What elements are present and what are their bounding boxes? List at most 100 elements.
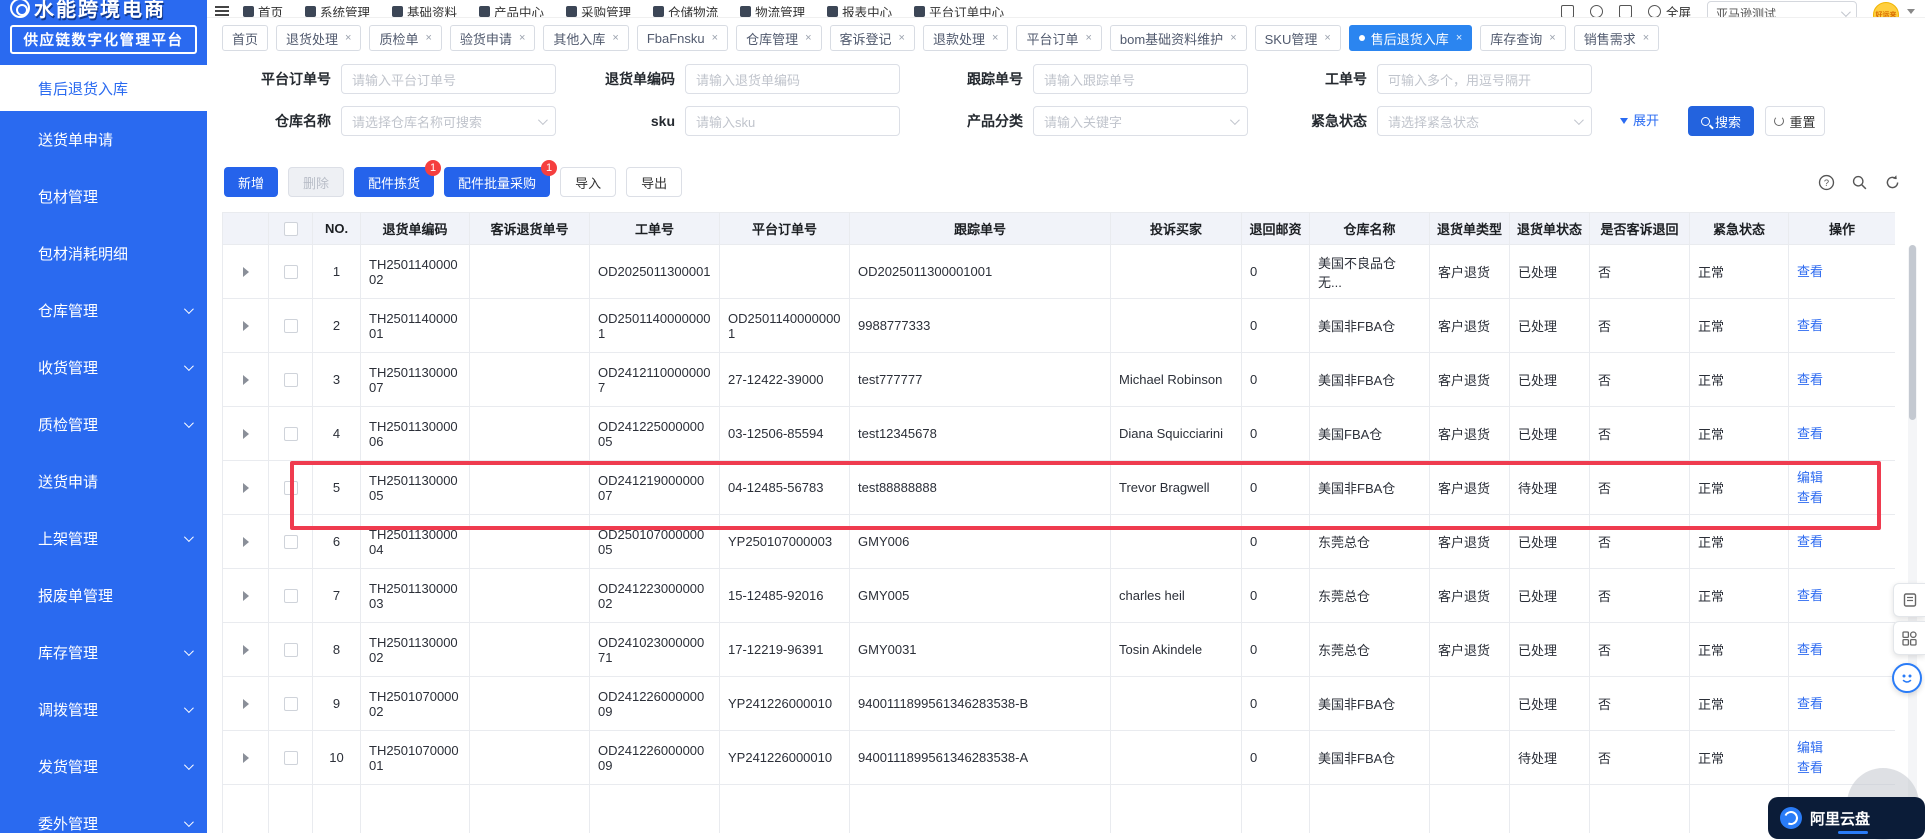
topbar-menu-item[interactable]: 平台订单中心: [914, 2, 1004, 17]
tab-SKU管理[interactable]: SKU管理 ×: [1254, 25, 1341, 51]
tab-bom基础资料维护[interactable]: bom基础资料维护 ×: [1109, 25, 1247, 51]
filter-input-跟踪单号[interactable]: 请输入跟踪单号: [1033, 64, 1248, 94]
tab-售后退货入库[interactable]: 售后退货入库 ×: [1348, 25, 1473, 51]
tab-仓库管理[interactable]: 仓库管理 ×: [736, 25, 822, 51]
edit-link[interactable]: 编辑: [1797, 739, 1824, 755]
filter-select-紧急状态[interactable]: 请选择紧急状态: [1377, 106, 1592, 136]
tab-验货申请[interactable]: 验货申请 ×: [449, 25, 536, 51]
配件拣货-button[interactable]: 配件拣货 1: [354, 160, 442, 197]
sidebar-item-仓库管理[interactable]: 仓库管理: [0, 282, 207, 339]
topbar-menu-item[interactable]: 首页: [243, 2, 283, 17]
tab-销售需求[interactable]: 销售需求 ×: [1573, 25, 1660, 51]
sidebar-item-质检管理[interactable]: 质检管理: [0, 396, 207, 453]
sidebar-item-报废单管理[interactable]: 报废单管理: [0, 567, 207, 624]
user-menu-caret-icon[interactable]: [1907, 8, 1915, 14]
apps-float-button[interactable]: [1893, 621, 1925, 655]
view-link[interactable]: 查看: [1797, 695, 1824, 711]
topbar-menu-item[interactable]: 系统管理: [305, 2, 370, 17]
新增-button[interactable]: 新增: [224, 167, 279, 197]
row-checkbox[interactable]: [283, 696, 298, 711]
expand-row-icon[interactable]: [242, 266, 249, 277]
sidebar-item-包材消耗明细[interactable]: 包材消耗明细: [0, 225, 207, 282]
filter-input-退货单编码[interactable]: 请输入退货单编码: [685, 64, 900, 94]
tab-FbaFnsku[interactable]: FbaFnsku ×: [636, 25, 729, 51]
expand-row-icon[interactable]: [242, 644, 249, 655]
search-button[interactable]: 搜索: [1688, 106, 1754, 136]
filter-select-产品分类[interactable]: 请输入关键字: [1033, 106, 1248, 136]
tab-close-icon[interactable]: ×: [805, 32, 812, 44]
配件批量采购-button[interactable]: 配件批量采购 1: [444, 160, 558, 197]
menu-collapse-icon[interactable]: [215, 6, 229, 16]
expand-row-icon[interactable]: [242, 482, 249, 493]
avatar[interactable]: 好运来: [1873, 2, 1899, 17]
filter-input-sku[interactable]: 请输入sku: [685, 106, 900, 136]
notification-icon[interactable]: [1589, 4, 1603, 17]
expand-row-icon[interactable]: [242, 698, 249, 709]
tab-close-icon[interactable]: ×: [612, 32, 619, 44]
expand-filters-link[interactable]: 展开: [1620, 106, 1659, 136]
filter-select-仓库名称[interactable]: 请选择仓库名称可搜索: [341, 106, 556, 136]
row-checkbox[interactable]: [283, 588, 298, 603]
row-checkbox[interactable]: [283, 372, 298, 387]
tab-close-icon[interactable]: ×: [992, 32, 999, 44]
sidebar-item-调拨管理[interactable]: 调拨管理: [0, 681, 207, 738]
account-select[interactable]: 亚马逊测试: [1707, 1, 1857, 17]
expand-row-icon[interactable]: [242, 536, 249, 547]
tab-客诉登记[interactable]: 客诉登记 ×: [829, 25, 915, 51]
tab-首页[interactable]: 首页: [222, 25, 269, 51]
view-link[interactable]: 查看: [1797, 425, 1824, 441]
sidebar-item-收货管理[interactable]: 收货管理: [0, 339, 207, 396]
sidebar-item-发货管理[interactable]: 发货管理: [0, 738, 207, 795]
view-link[interactable]: 查看: [1797, 489, 1824, 505]
tab-close-icon[interactable]: ×: [1085, 32, 1092, 44]
row-checkbox[interactable]: [283, 426, 298, 441]
row-checkbox[interactable]: [283, 750, 298, 765]
topbar-menu-item[interactable]: 仓储物流: [653, 2, 718, 17]
help-icon[interactable]: ?: [1818, 174, 1835, 191]
tab-其他入库[interactable]: 其他入库 ×: [543, 25, 629, 51]
row-checkbox[interactable]: [283, 480, 298, 495]
sidebar-item-包材管理[interactable]: 包材管理: [0, 168, 207, 225]
filter-input-平台订单号[interactable]: 请输入平台订单号: [341, 64, 556, 94]
view-link[interactable]: 查看: [1797, 759, 1824, 775]
row-checkbox[interactable]: [283, 642, 298, 657]
refresh-icon[interactable]: [1884, 174, 1901, 191]
fullscreen-icon[interactable]: [1647, 4, 1661, 17]
topbar-menu-item[interactable]: 产品中心: [479, 2, 544, 17]
导入-button[interactable]: 导入: [560, 167, 617, 197]
zoom-icon[interactable]: [1851, 174, 1868, 191]
tab-close-icon[interactable]: ×: [1549, 32, 1556, 44]
sidebar-item-送货申请[interactable]: 送货申请: [0, 453, 207, 510]
导出-button[interactable]: 导出: [626, 167, 683, 197]
tab-退款处理[interactable]: 退款处理 ×: [922, 25, 1009, 51]
tab-库存查询[interactable]: 库存查询 ×: [1480, 25, 1566, 51]
tab-close-icon[interactable]: ×: [1324, 32, 1331, 44]
topbar-menu-item[interactable]: 采购管理: [566, 2, 631, 17]
expand-row-icon[interactable]: [242, 320, 249, 331]
view-link[interactable]: 查看: [1797, 587, 1824, 603]
tab-退货处理[interactable]: 退货处理 ×: [276, 25, 362, 51]
tab-close-icon[interactable]: ×: [1642, 32, 1650, 44]
topbar-menu-item[interactable]: 报表中心: [827, 2, 892, 17]
tab-close-icon[interactable]: ×: [425, 32, 432, 44]
tab-质检单[interactable]: 质检单 ×: [369, 25, 442, 51]
tab-close-icon[interactable]: ×: [898, 32, 905, 44]
sidebar-item-上架管理[interactable]: 上架管理: [0, 510, 207, 567]
sidebar-item-库存管理[interactable]: 库存管理: [0, 624, 207, 681]
view-link[interactable]: 查看: [1797, 371, 1824, 387]
reset-button[interactable]: 重置: [1765, 106, 1825, 136]
message-icon[interactable]: [1560, 4, 1574, 17]
docs-float-button[interactable]: [1893, 583, 1925, 617]
view-link[interactable]: 查看: [1797, 263, 1824, 279]
edit-link[interactable]: 编辑: [1797, 469, 1824, 485]
expand-row-icon[interactable]: [242, 590, 249, 601]
row-checkbox[interactable]: [283, 264, 298, 279]
topbar-menu-item[interactable]: 基础资料: [392, 2, 457, 17]
view-link[interactable]: 查看: [1797, 533, 1824, 549]
table-scrollbar-thumb[interactable]: [1909, 245, 1916, 420]
topbar-menu-item[interactable]: 物流管理: [740, 2, 805, 17]
sidebar-item-送货单申请[interactable]: 送货单申请: [0, 111, 207, 168]
filter-input-工单号[interactable]: 可输入多个，用逗号隔开: [1377, 64, 1592, 94]
tab-平台订单[interactable]: 平台订单 ×: [1016, 25, 1102, 51]
sidebar-item-委外管理[interactable]: 委外管理: [0, 795, 207, 833]
